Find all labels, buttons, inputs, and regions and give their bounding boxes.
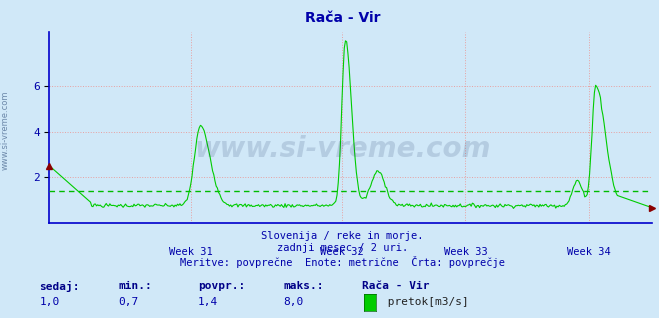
Text: Slovenija / reke in morje.: Slovenija / reke in morje. bbox=[262, 231, 424, 240]
Text: 8,0: 8,0 bbox=[283, 297, 304, 307]
Text: Week 33: Week 33 bbox=[444, 247, 488, 257]
Text: Meritve: povprečne  Enote: metrične  Črta: povprečje: Meritve: povprečne Enote: metrične Črta:… bbox=[180, 256, 505, 268]
Text: 1,4: 1,4 bbox=[198, 297, 218, 307]
Text: 0,7: 0,7 bbox=[119, 297, 139, 307]
Text: Rača - Vir: Rača - Vir bbox=[305, 11, 380, 25]
Text: povpr.:: povpr.: bbox=[198, 281, 245, 291]
Text: Week 32: Week 32 bbox=[320, 247, 364, 257]
Text: maks.:: maks.: bbox=[283, 281, 324, 291]
Text: min.:: min.: bbox=[119, 281, 152, 291]
Text: sedaj:: sedaj: bbox=[40, 281, 80, 293]
Text: www.si-vreme.com: www.si-vreme.com bbox=[1, 91, 10, 170]
Text: www.si-vreme.com: www.si-vreme.com bbox=[194, 135, 491, 163]
Text: Rača - Vir: Rača - Vir bbox=[362, 281, 430, 291]
Text: Week 31: Week 31 bbox=[169, 247, 213, 257]
Text: 1,0: 1,0 bbox=[40, 297, 60, 307]
Text: Week 34: Week 34 bbox=[567, 247, 611, 257]
Text: pretok[m3/s]: pretok[m3/s] bbox=[381, 297, 469, 307]
Text: zadnji mesec / 2 uri.: zadnji mesec / 2 uri. bbox=[277, 243, 409, 253]
